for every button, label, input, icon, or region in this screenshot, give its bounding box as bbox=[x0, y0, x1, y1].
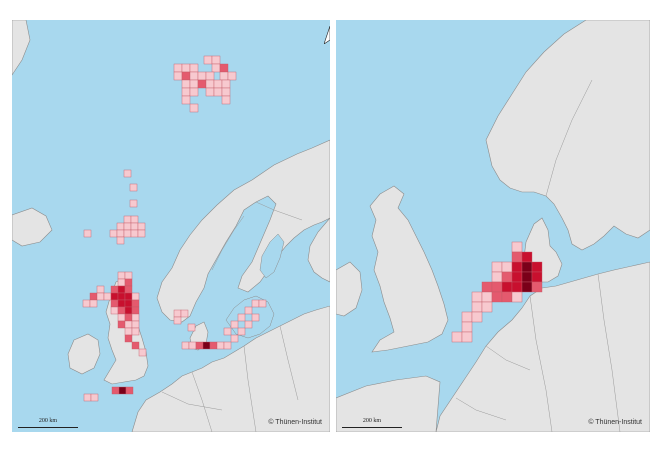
copyright-left: © Thünen-Institut bbox=[268, 419, 322, 426]
land-france-right bbox=[336, 375, 441, 432]
land-greenland bbox=[12, 20, 31, 76]
land-continent-right bbox=[435, 261, 650, 432]
sea-baltic bbox=[225, 295, 275, 339]
country-borders-right bbox=[455, 79, 621, 432]
map-panel-left: 200 km © Thünen-Institut bbox=[12, 20, 330, 432]
grid-cells-left bbox=[82, 55, 267, 402]
land-ireland bbox=[67, 333, 101, 375]
land-scandinavia-right bbox=[485, 20, 650, 251]
map-canvas-left bbox=[12, 20, 330, 432]
country-borders-left bbox=[161, 201, 303, 432]
land-ireland-right bbox=[336, 261, 363, 317]
land-iceland bbox=[12, 207, 53, 247]
map-panel-right: 200 km © Thünen-Institut bbox=[336, 20, 650, 432]
map-canvas-right bbox=[336, 20, 650, 432]
scale-label-right: 200 km bbox=[362, 418, 382, 424]
land-continent bbox=[131, 305, 330, 432]
sea-bothnia bbox=[259, 233, 285, 279]
land-scandinavia bbox=[156, 139, 330, 323]
north-arrow-icon bbox=[324, 26, 330, 44]
land-great-britain-right bbox=[369, 185, 449, 353]
copyright-right: © Thünen-Institut bbox=[588, 419, 642, 426]
grid-cells-right bbox=[451, 241, 543, 343]
scale-label-left: 200 km bbox=[38, 418, 58, 424]
land-finland bbox=[307, 217, 330, 283]
